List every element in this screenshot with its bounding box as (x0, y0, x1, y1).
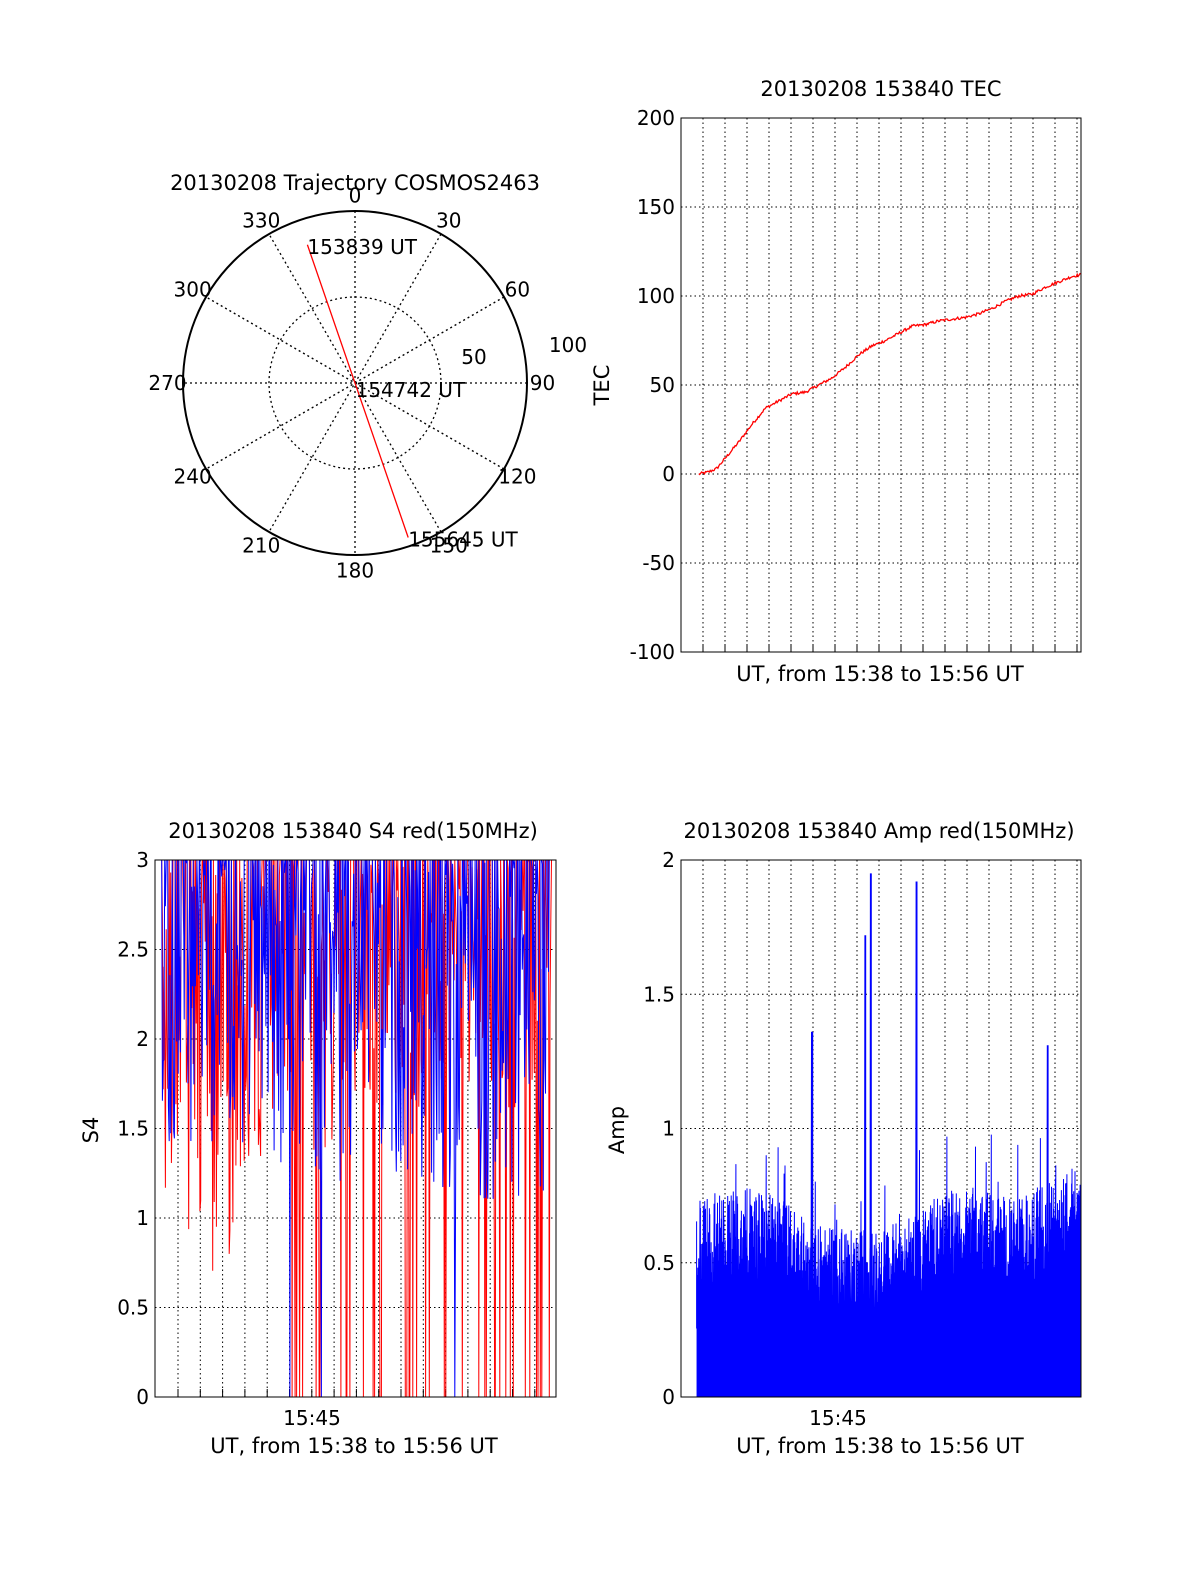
y-tick-label: 0 (136, 1385, 149, 1409)
tec-panel: 20130208 153840 TEC -100-50050100150200 … (590, 77, 1082, 686)
polar-angle-label: 90 (530, 371, 555, 395)
trajectory-time-label: 154742 UT (356, 378, 466, 402)
polar-angle-labels: 0 30 60 90 120 150 180 210 240 270 300 330 (148, 184, 555, 583)
trajectory-panel: 20130208 Trajectory COSMOS2463 0 30 60 90 12… (148, 171, 587, 582)
polar-angle-label: 60 (505, 277, 530, 301)
amp-plot-frame (680, 859, 1082, 1398)
polar-angle-label: 210 (242, 533, 280, 557)
amp-panel: 20130208 153840 Amp red(150MHz) 0 0.5 1 1.5… (605, 819, 1082, 1458)
y-tick-label: -100 (630, 640, 675, 664)
s4-title: 20130208 153840 S4 red(150MHz) (168, 819, 538, 843)
y-tick-label: 2 (136, 1027, 149, 1051)
amp-xlabel: UT, from 15:38 to 15:56 UT (736, 1434, 1024, 1458)
tec-xlabel: UT, from 15:38 to 15:56 UT (736, 662, 1024, 686)
polar-radius-label: 50 (461, 345, 486, 369)
y-tick-label: 1.5 (643, 982, 675, 1006)
s4-panel: 20130208 153840 S4 red(150MHz) 0 0.5 1 1.5 2… (79, 819, 557, 1458)
s4-xlabel: UT, from 15:38 to 15:56 UT (210, 1434, 498, 1458)
tec-y-ticks: -100 -50 0 50 100 150 200 (630, 106, 675, 664)
polar-angle-label: 0 (349, 184, 362, 208)
y-tick-label: 0 (662, 1385, 675, 1409)
y-tick-label: 1 (136, 1206, 149, 1230)
y-tick-label: 150 (637, 195, 675, 219)
tec-ylabel: TEC (590, 365, 614, 407)
trajectory-line (306, 244, 409, 538)
y-tick-label: 3 (136, 848, 149, 872)
polar-angle-label: 180 (336, 558, 374, 582)
polar-angle-label: 330 (242, 209, 280, 233)
tec-title: 20130208 153840 TEC (760, 77, 1001, 101)
tec-series (698, 272, 1082, 476)
amp-series (696, 873, 1082, 1397)
y-tick-label: 100 (637, 284, 675, 308)
trajectory-annotations: 153839 UT 154742 UT 155645 UT (307, 235, 518, 552)
polar-angle-label: 120 (498, 465, 536, 489)
polar-radius-labels: 50 100 (461, 333, 587, 369)
y-tick-label: -50 (642, 551, 675, 575)
trajectory-track (306, 244, 409, 538)
polar-angle-label: 270 (148, 371, 186, 395)
s4-ylabel: S4 (79, 1117, 103, 1144)
s4-plot-frame (154, 859, 557, 1398)
y-tick-label: 200 (637, 106, 675, 130)
tec-line (698, 272, 1082, 476)
amp-ylabel: Amp (605, 1106, 629, 1154)
s4-series (161, 859, 552, 1398)
trajectory-time-label: 155645 UT (408, 527, 518, 551)
s4-xtick-label: 15:45 (283, 1406, 341, 1430)
amp-title: 20130208 153840 Amp red(150MHz) (683, 819, 1074, 843)
tec-grid (681, 117, 1081, 653)
s4-y-ticks: 0 0.5 1 1.5 2 2.5 3 (117, 848, 149, 1409)
amp-xtick-label: 15:45 (809, 1406, 867, 1430)
amp-y-ticks: 0 0.5 1 1.5 2 (643, 848, 675, 1409)
y-tick-label: 0.5 (643, 1251, 675, 1275)
y-tick-label: 0 (662, 462, 675, 486)
trajectory-title: 20130208 Trajectory COSMOS2463 (170, 171, 540, 195)
y-tick-label: 50 (650, 373, 675, 397)
tec-plot-frame (680, 117, 1082, 653)
trajectory-time-label: 153839 UT (307, 235, 417, 259)
y-tick-label: 2 (662, 848, 675, 872)
polar-radius-label: 100 (549, 333, 587, 357)
polar-angle-label: 300 (174, 277, 212, 301)
polar-angle-label: 240 (174, 465, 212, 489)
y-tick-label: 0.5 (117, 1296, 149, 1320)
amp-series-line (696, 873, 1082, 1330)
polar-angle-label: 150 (430, 533, 468, 557)
polar-angle-label: 30 (436, 209, 461, 233)
y-tick-label: 1.5 (117, 1117, 149, 1141)
amp-series-fill (696, 1316, 1081, 1397)
y-tick-label: 1 (662, 1117, 675, 1141)
y-tick-label: 2.5 (117, 938, 149, 962)
